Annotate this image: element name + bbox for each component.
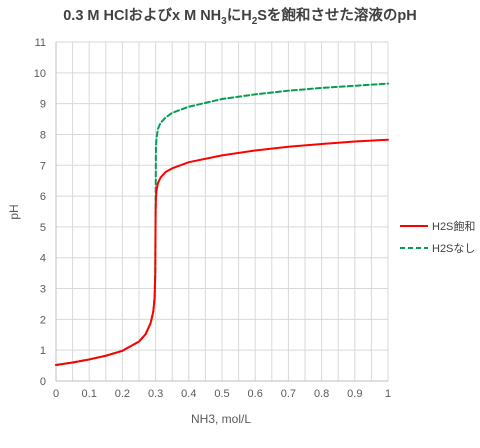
legend-label-2: H2Sなし [432, 242, 475, 255]
x-axis-title: NH3, mol/L [191, 412, 251, 426]
plot-series [55, 82, 389, 366]
legend: H2S飽和 H2Sなし [400, 219, 475, 255]
y-tick-label: 5 [40, 222, 46, 234]
legend-label-1: H2S飽和 [432, 219, 475, 233]
chart-title-part-3: Sを飽和させた溶液のpH [257, 6, 417, 24]
chart-title-part-1: 0.3 M HClおよびx M NH [63, 7, 221, 24]
chart-title-part-2: にH [227, 8, 252, 24]
x-tick-label: 0.4 [181, 388, 196, 400]
y-tick-label: 6 [40, 191, 46, 203]
x-tick-label: 0.2 [115, 388, 130, 400]
x-tick-label: 0.7 [281, 388, 296, 400]
y-tick-label: 11 [35, 37, 46, 49]
axes [55, 42, 388, 382]
y-tick-label: 8 [40, 129, 46, 141]
chart-title-subscript-3: 3 [221, 16, 227, 27]
y-tick-label: 10 [34, 68, 46, 80]
x-tick-label: 0.6 [248, 388, 263, 400]
x-tick-label: 0.3 [148, 388, 163, 400]
chart-title-subscript-2: 2 [252, 16, 258, 27]
y-tick-label: 0 [40, 376, 46, 388]
tick-labels: 0 0.1 0.2 0.3 0.4 0.5 0.6 0.7 0.8 0.9 101234567891… [34, 37, 391, 400]
y-tick-label: 9 [40, 99, 46, 111]
x-tick-label: 0.1 [82, 388, 97, 400]
x-tick-label: 1 [385, 388, 391, 400]
x-tick-label: 0.8 [314, 388, 329, 400]
x-tick-label: 0.9 [347, 388, 362, 400]
x-tick-label: 0 [53, 388, 59, 400]
series-line-1 [55, 138, 389, 366]
y-tick-label: 1 [40, 345, 46, 357]
y-tick-label: 7 [40, 160, 46, 172]
y-axis-title: pH [7, 204, 21, 219]
x-tick-label: 0.5 [214, 388, 229, 400]
y-tick-label: 4 [40, 253, 46, 265]
grid-lines [55, 41, 389, 382]
y-tick-label: 2 [40, 314, 46, 326]
y-tick-label: 3 [40, 284, 46, 296]
chart-title: 0.3 M HClおよびx M NH3にH2Sを飽和させた溶液のpH [63, 6, 417, 27]
